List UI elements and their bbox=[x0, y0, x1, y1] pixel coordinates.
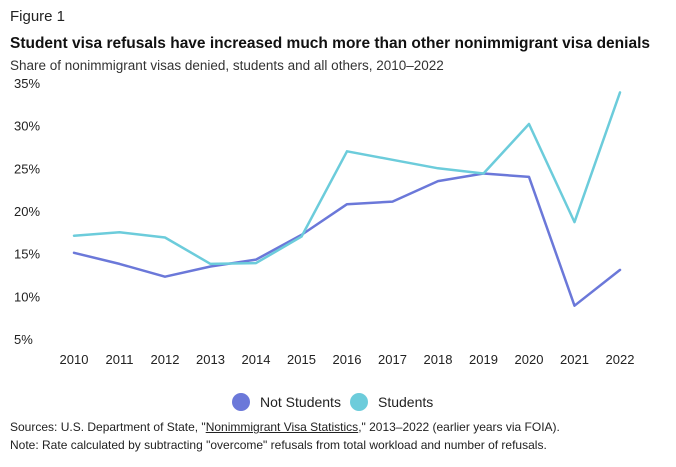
method-note: Note: Rate calculated by subtracting "ov… bbox=[10, 438, 547, 452]
series-line-not-students bbox=[72, 172, 622, 307]
legend-label-not-students: Not Students bbox=[260, 394, 341, 410]
x-tick-label: 2011 bbox=[106, 352, 134, 367]
x-tick-label: 2012 bbox=[151, 352, 180, 367]
y-tick-label: 5% bbox=[14, 332, 33, 347]
x-tick-label: 2020 bbox=[515, 352, 544, 367]
x-tick-label: 2021 bbox=[560, 352, 589, 367]
legend-swatch-not-students bbox=[232, 393, 250, 411]
legend-item-students: Students bbox=[350, 393, 433, 411]
series-line-students bbox=[72, 91, 622, 266]
chart-legend: Not Students Students bbox=[0, 393, 676, 415]
y-tick-label: 25% bbox=[14, 161, 40, 176]
x-tick-label: 2018 bbox=[424, 352, 453, 367]
line-chart: 5% 10% 15% 20% 25% 30% 35% 2010 2011 2012 2013 2014… bbox=[14, 76, 635, 367]
chart-subtitle: Share of nonimmigrant visas denied, stud… bbox=[10, 58, 444, 73]
source-suffix: ," 2013–2022 (earlier years via FOIA). bbox=[358, 420, 560, 434]
x-tick-label: 2014 bbox=[242, 352, 271, 367]
x-tick-label: 2022 bbox=[606, 352, 635, 367]
y-tick-label: 35% bbox=[14, 76, 40, 91]
chart-title: Student visa refusals have increased muc… bbox=[10, 35, 650, 52]
legend-swatch-students bbox=[350, 393, 368, 411]
legend-item-not-students: Not Students bbox=[232, 393, 341, 411]
x-tick-label: 2010 bbox=[60, 352, 89, 367]
y-tick-label: 10% bbox=[14, 289, 40, 304]
x-tick-label: 2013 bbox=[196, 352, 225, 367]
y-tick-label: 15% bbox=[14, 247, 40, 262]
x-tick-label: 2017 bbox=[378, 352, 407, 367]
x-tick-label: 2016 bbox=[333, 352, 362, 367]
legend-label-students: Students bbox=[378, 394, 434, 410]
x-tick-label: 2019 bbox=[469, 352, 498, 367]
figure-label: Figure 1 bbox=[10, 8, 66, 25]
x-tick-label: 2015 bbox=[287, 352, 316, 367]
y-tick-label: 30% bbox=[14, 119, 40, 134]
source-prefix: Sources: U.S. Department of State, " bbox=[10, 420, 206, 434]
source-link[interactable]: Nonimmigrant Visa Statistics bbox=[205, 420, 359, 434]
y-tick-label: 20% bbox=[14, 204, 40, 219]
source-note: Sources: U.S. Department of State, "Noni… bbox=[10, 420, 560, 434]
